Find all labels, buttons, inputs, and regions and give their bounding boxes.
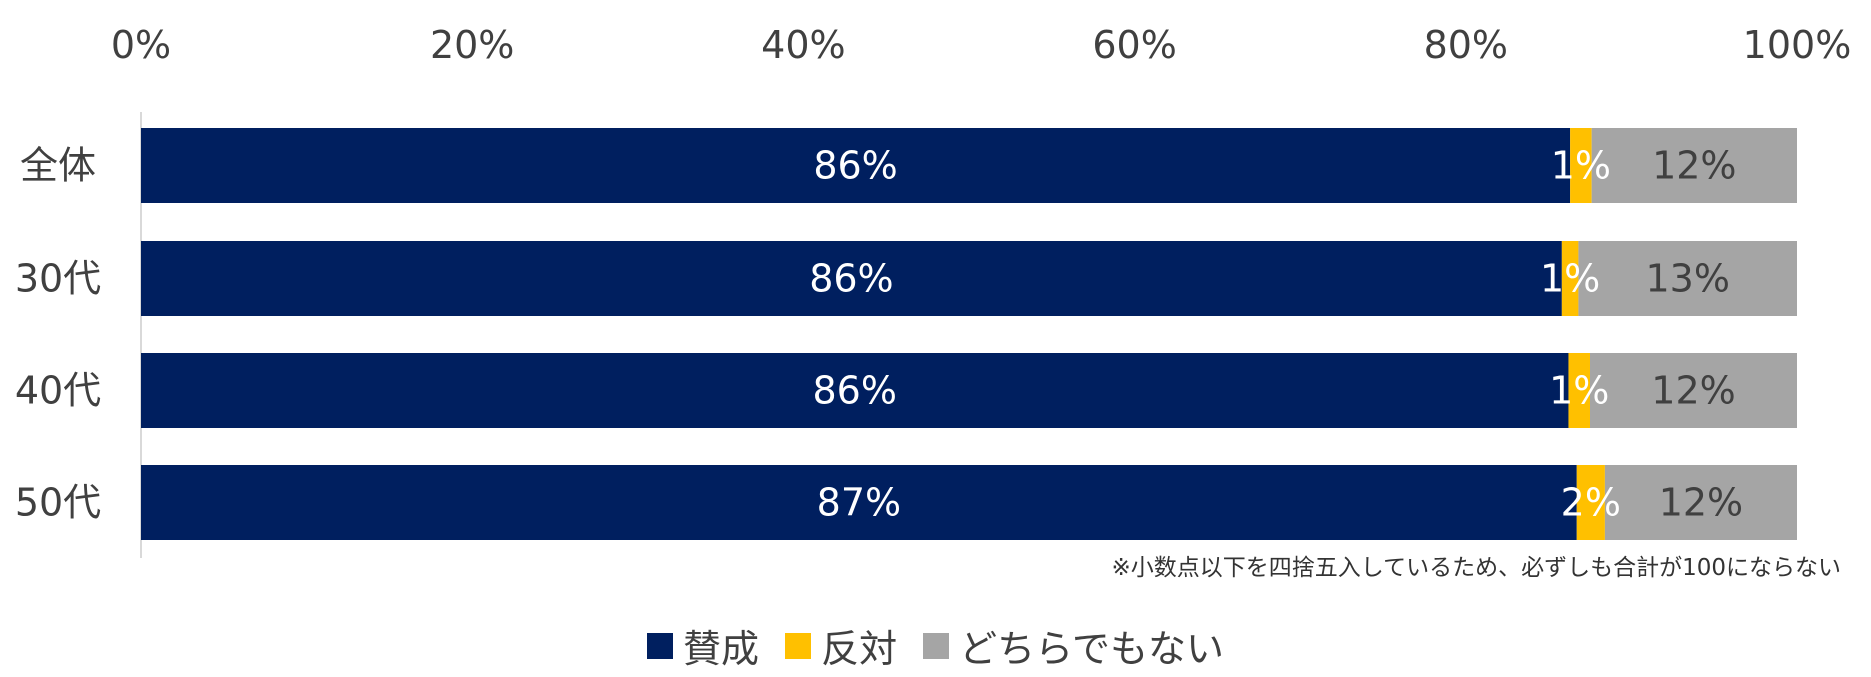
legend-swatch-disagree: [785, 632, 812, 659]
legend-swatch-neither: [923, 632, 950, 659]
bar-segment-disagree: [1576, 465, 1605, 540]
data-label-neither: 12%: [1652, 144, 1736, 188]
data-label-disagree: 2%: [1561, 481, 1621, 525]
category-label: 全体: [20, 144, 96, 188]
x-tick-label: 60%: [1092, 23, 1176, 67]
bar-segment-neither: [1590, 353, 1797, 428]
bar-segment-agree: [141, 465, 1577, 540]
data-label-neither: 13%: [1645, 257, 1729, 301]
bar-segment-agree: [141, 353, 1569, 428]
bar-segment-disagree: [1561, 241, 1579, 316]
bar-segment-agree: [141, 241, 1562, 316]
bar-segment-neither: [1578, 241, 1797, 316]
legend-label-disagree: 反対: [821, 627, 898, 671]
bar-segment-disagree: [1570, 128, 1592, 203]
rounding-note: ※小数点以下を四捨五入しているため、必ずしも合計が100にならない: [1111, 555, 1841, 581]
legend-item-agree: 賛成: [647, 618, 759, 673]
bar-segment-neither: [1591, 128, 1797, 203]
data-label-agree: 87%: [817, 481, 901, 525]
data-label-disagree: 1%: [1549, 369, 1609, 413]
category-label: 30代: [15, 257, 101, 301]
data-label-neither: 12%: [1651, 369, 1735, 413]
category-label: 50代: [15, 481, 101, 525]
legend-label-neither: どちらでもない: [959, 627, 1224, 671]
data-label-agree: 86%: [813, 369, 897, 413]
x-tick-label: 40%: [761, 23, 845, 67]
x-tick-label: 0%: [111, 23, 171, 67]
legend-label-agree: 賛成: [683, 627, 760, 671]
x-tick-label: 80%: [1424, 23, 1508, 67]
bar-segment-agree: [141, 128, 1571, 203]
data-label-agree: 86%: [813, 144, 897, 188]
legend: 賛成 反対 どちらでもない: [0, 618, 1871, 673]
data-label-neither: 12%: [1659, 481, 1743, 525]
data-label-agree: 86%: [809, 257, 893, 301]
legend-swatch-agree: [647, 632, 674, 659]
x-tick-label: 20%: [430, 23, 514, 67]
legend-item-disagree: 反対: [785, 618, 897, 673]
bar-segment-neither: [1604, 465, 1797, 540]
bar-segment-disagree: [1568, 353, 1590, 428]
data-label-disagree: 1%: [1540, 257, 1600, 301]
x-tick-label: 100%: [1743, 23, 1852, 67]
category-label: 40代: [15, 369, 101, 413]
data-label-disagree: 1%: [1551, 144, 1611, 188]
legend-item-neither: どちらでもない: [923, 618, 1224, 673]
